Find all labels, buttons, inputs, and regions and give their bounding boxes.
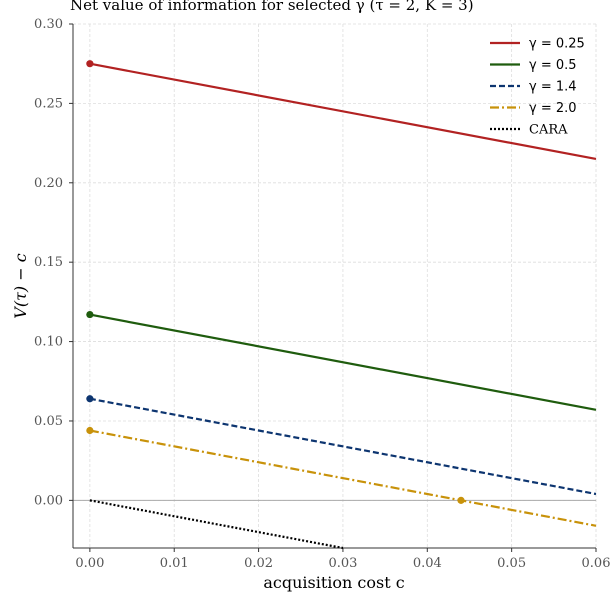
y-tick-label: 0.20 — [34, 176, 63, 191]
legend-label-1: γ = 0.5 — [529, 58, 577, 73]
series-line-1 — [89, 313, 597, 411]
series-marker-0 — [86, 60, 94, 68]
series-line-2 — [89, 397, 597, 496]
legend: γ = 0.25 γ = 0.5 γ = 1.4 γ = 2.0 CARA — [490, 37, 585, 138]
series-marker-3 — [86, 426, 94, 435]
series-layer — [86, 60, 597, 550]
x-tick-label: 0.01 — [160, 556, 189, 571]
series-line-4 — [89, 499, 344, 550]
chart-title: Net value of information for selected γ … — [70, 0, 474, 14]
series-marker-1 — [86, 310, 94, 319]
legend-label-2: γ = 1.4 — [529, 80, 577, 95]
series-line-0 — [89, 62, 597, 161]
x-ticks: 0.00 0.01 0.02 0.03 0.04 0.05 0.06 — [75, 548, 610, 571]
legend-label-3: γ = 2.0 — [529, 101, 577, 116]
y-tick-label: 0.25 — [34, 96, 63, 111]
x-axis-title: acquisition cost c — [263, 573, 404, 592]
x-tick-label: 0.03 — [328, 556, 357, 571]
x-tick-label: 0.06 — [582, 556, 610, 571]
series-marker-2 — [86, 395, 94, 403]
series-line-3 — [89, 429, 597, 527]
y-axis-title: V(τ) − c — [11, 253, 30, 318]
series-marker-3 — [457, 496, 465, 504]
legend-label-4: CARA — [529, 123, 568, 138]
legend-label-0: γ = 0.25 — [529, 37, 585, 52]
x-tick-label: 0.05 — [497, 556, 526, 571]
y-tick-label: 0.15 — [34, 255, 63, 270]
y-tick-label: 0.05 — [34, 414, 63, 429]
y-tick-label: 0.30 — [34, 17, 63, 32]
grid — [73, 23, 597, 548]
x-tick-label: 0.00 — [75, 556, 104, 571]
axes — [72, 24, 596, 549]
x-tick-label: 0.02 — [244, 556, 273, 571]
x-tick-label: 0.04 — [413, 556, 442, 571]
y-ticks: 0.00 0.05 0.10 0.15 0.20 0.25 0.30 — [34, 17, 73, 508]
y-tick-label: 0.10 — [34, 335, 63, 350]
y-tick-label: 0.00 — [34, 493, 63, 508]
